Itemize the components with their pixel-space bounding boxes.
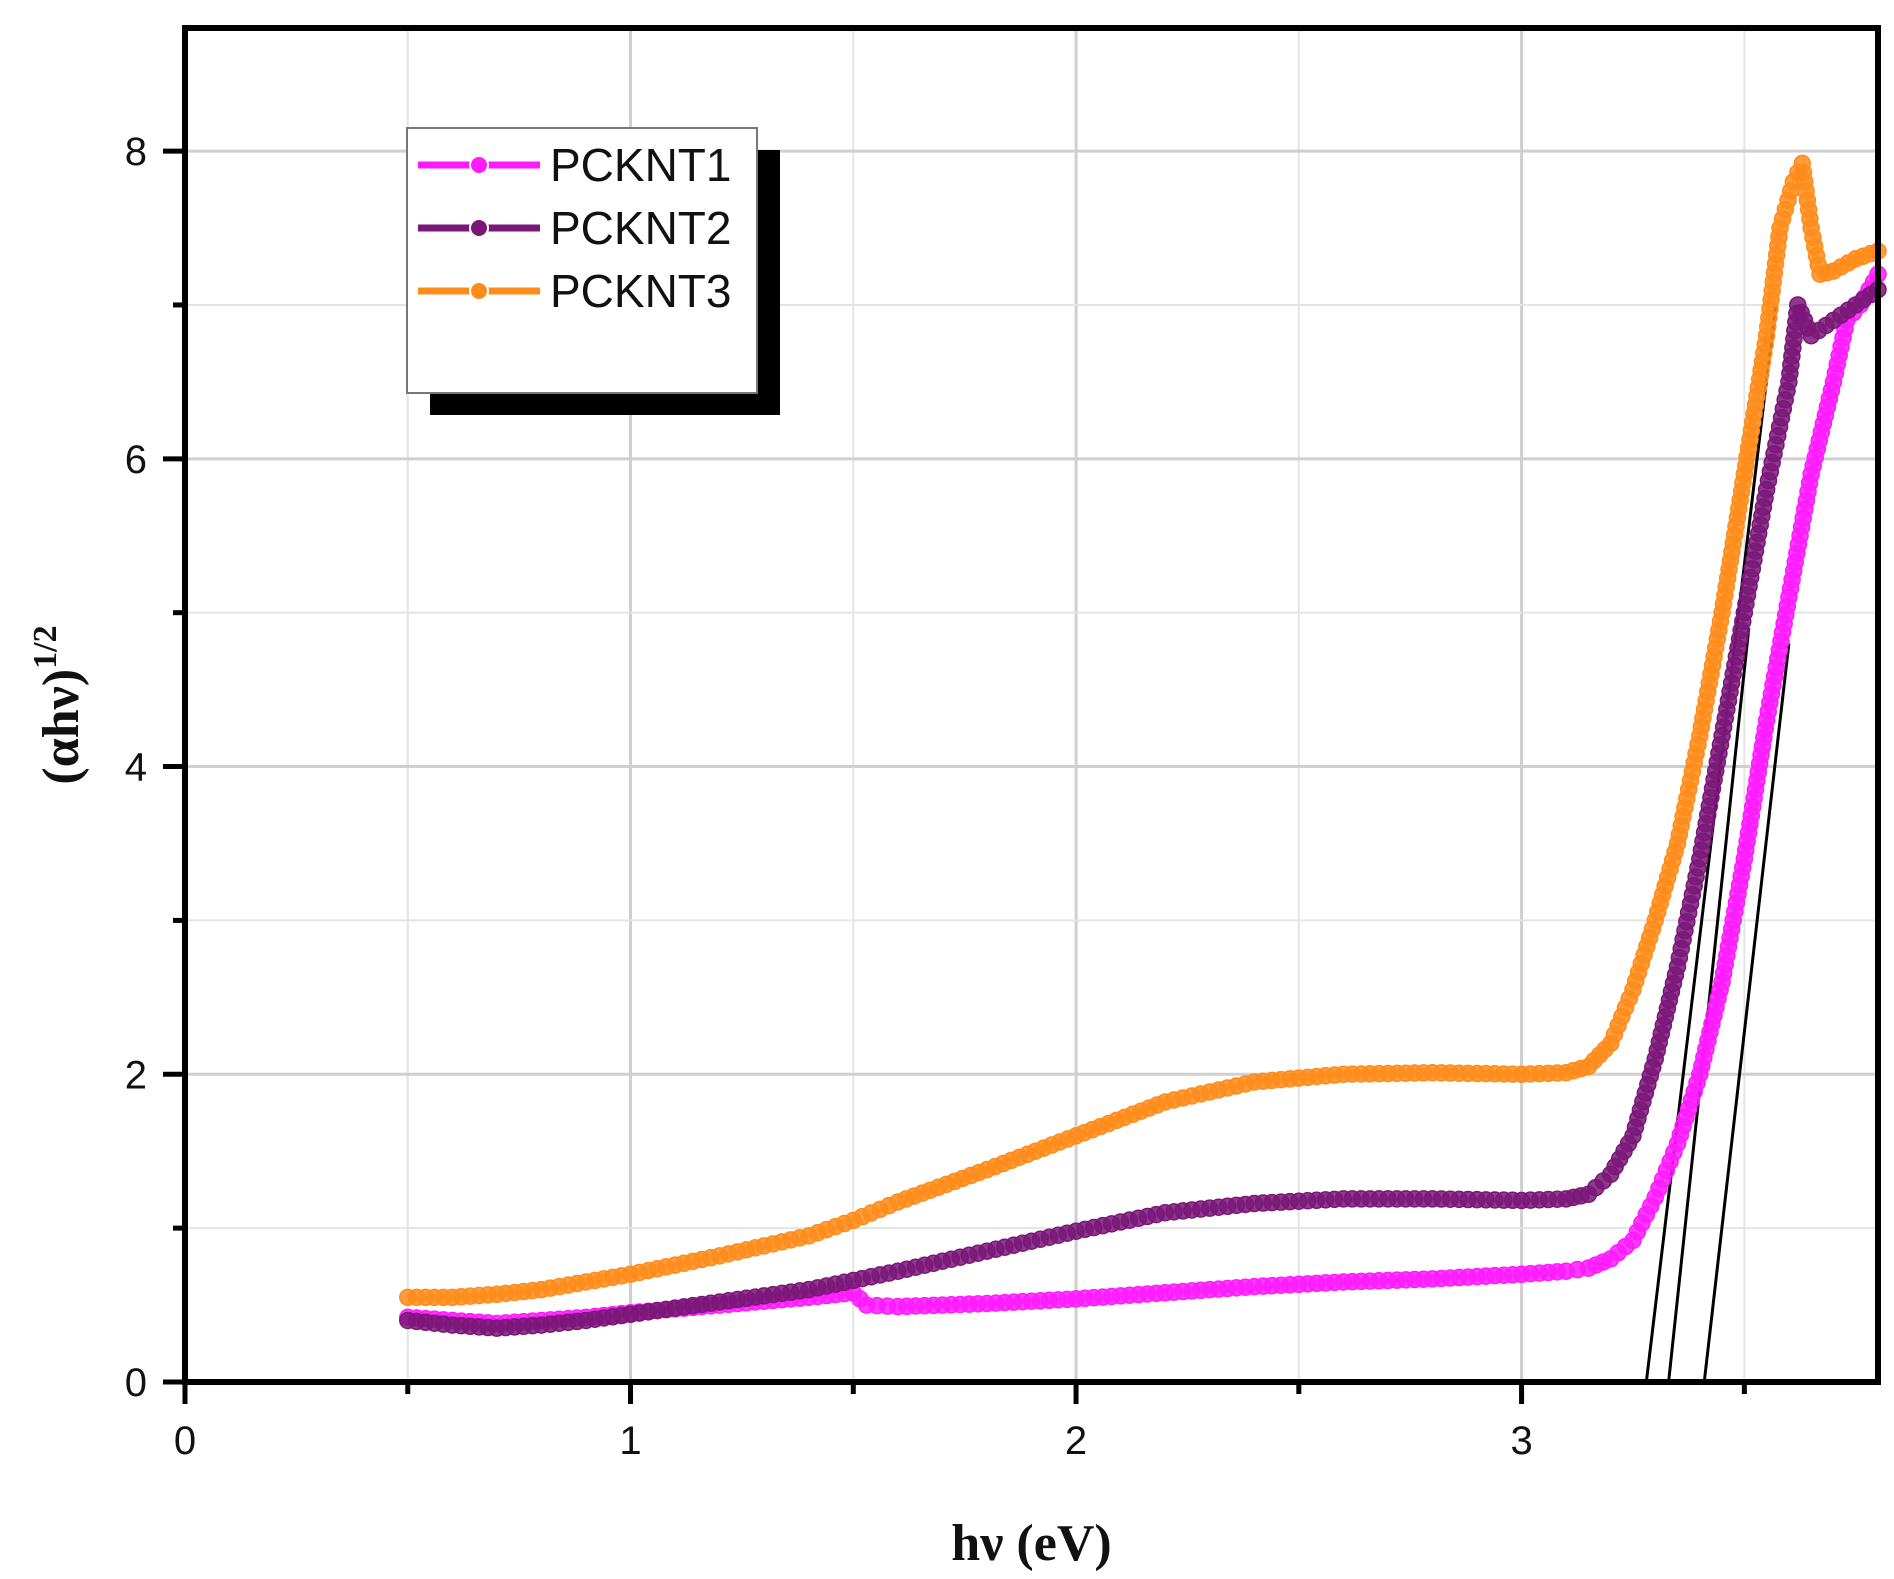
series-PCKNT1 bbox=[399, 265, 1887, 1333]
y-tick-label: 8 bbox=[125, 130, 147, 174]
series-PCKNT2 bbox=[399, 280, 1887, 1337]
y-tick-label: 2 bbox=[125, 1053, 147, 1097]
ticks: 0 1 2 3 0 2 4 6 8 bbox=[125, 130, 1747, 1463]
legend-marker bbox=[469, 218, 489, 238]
x-tick-label: 0 bbox=[174, 1419, 196, 1463]
plot-frame bbox=[182, 25, 1881, 1385]
legend-label: PCKNT2 bbox=[550, 202, 731, 254]
legend: PCKNT1 PCKNT2 PCKNT3 bbox=[406, 127, 780, 415]
x-tick-label: 1 bbox=[619, 1419, 641, 1463]
y-axis-title-exponent: 1/2 bbox=[27, 625, 64, 668]
x-tick-label: 2 bbox=[1065, 1419, 1087, 1463]
y-tick-label: 0 bbox=[125, 1361, 147, 1405]
legend-label: PCKNT1 bbox=[550, 139, 731, 191]
y-axis-title-base: (αhν) bbox=[33, 669, 90, 785]
legend-marker bbox=[469, 155, 489, 175]
y-axis-title: (αhν)1/2 bbox=[27, 625, 90, 784]
x-tick-label: 3 bbox=[1510, 1419, 1532, 1463]
fit-line bbox=[1702, 643, 1791, 1383]
y-tick-label: 6 bbox=[125, 438, 147, 482]
legend-box bbox=[406, 127, 758, 394]
legend-marker bbox=[469, 281, 489, 301]
y-tick-label: 4 bbox=[125, 746, 147, 790]
x-axis-title: hν (eV) bbox=[951, 1515, 1111, 1572]
legend-label: PCKNT3 bbox=[550, 265, 731, 317]
series-layer bbox=[399, 154, 1887, 1337]
series-PCKNT3 bbox=[399, 154, 1887, 1307]
grid bbox=[185, 28, 1878, 1382]
